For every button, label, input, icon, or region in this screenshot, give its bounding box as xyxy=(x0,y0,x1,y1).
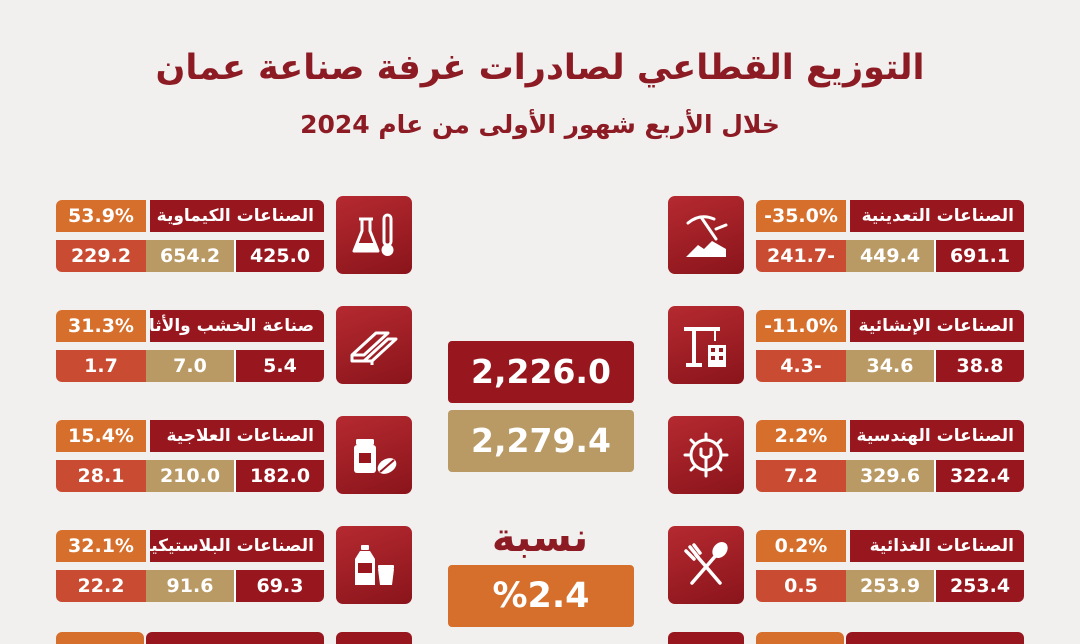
value-b: 210.0 xyxy=(146,460,234,492)
value-a: 38.8 xyxy=(934,350,1024,382)
wood-planks-icon xyxy=(336,306,412,384)
fork-spoon-icon xyxy=(668,526,744,604)
growth-value: -35.0% xyxy=(756,200,846,232)
difference-value: 28.1 xyxy=(56,460,146,492)
sector-card-food: 0.2% الصناعات الغذائية 0.5 253.9 253.4 xyxy=(668,526,1024,604)
top-strip xyxy=(0,0,1080,8)
sector-name: الصناعات الهندسية xyxy=(850,420,1024,452)
difference-value: 7.2 xyxy=(756,460,846,492)
value-b: 7.0 xyxy=(146,350,234,382)
value-b: 253.9 xyxy=(846,570,934,602)
difference-value: 0.5 xyxy=(756,570,846,602)
gear-wrench-icon xyxy=(668,416,744,494)
sector-name: الصناعات الإنشائية xyxy=(850,310,1024,342)
next-card-stub xyxy=(846,632,1024,644)
value-a: 322.4 xyxy=(934,460,1024,492)
value-a: 425.0 xyxy=(234,240,324,272)
sector-name: صناعة الخشب والأثاث xyxy=(150,310,324,342)
total-value-a: 2,226.0 xyxy=(448,341,634,403)
growth-value: 53.9% xyxy=(56,200,146,232)
sector-card-construction: -11.0% الصناعات الإنشائية 4.3- 34.6 38.8 xyxy=(668,306,1024,384)
construction-crane-icon xyxy=(668,306,744,384)
next-card-stub xyxy=(668,632,744,644)
value-b: 329.6 xyxy=(846,460,934,492)
difference-value: 229.2 xyxy=(56,240,146,272)
sector-card-engineering: 2.2% الصناعات الهندسية 7.2 329.6 322.4 xyxy=(668,416,1024,494)
value-b: 91.6 xyxy=(146,570,234,602)
growth-value: -11.0% xyxy=(756,310,846,342)
growth-value: 32.1% xyxy=(56,530,146,562)
total-value-b: 2,279.4 xyxy=(448,410,634,472)
value-a: 691.1 xyxy=(934,240,1024,272)
sector-name: الصناعات العلاجية xyxy=(150,420,324,452)
value-a: 253.4 xyxy=(934,570,1024,602)
growth-value: 0.2% xyxy=(756,530,846,562)
plastic-bottles-icon xyxy=(336,526,412,604)
next-card-stub xyxy=(56,632,144,644)
sector-card-wood: 31.3% صناعة الخشب والأثاث 1.7 7.0 5.4 xyxy=(56,306,412,384)
page-title: التوزيع القطاعي لصادرات غرفة صناعة عمان xyxy=(155,48,925,88)
value-a: 182.0 xyxy=(234,460,324,492)
growth-rate-value: %2.4 xyxy=(448,565,634,627)
next-card-stub xyxy=(756,632,844,644)
difference-value: 4.3- xyxy=(756,350,846,382)
value-a: 69.3 xyxy=(234,570,324,602)
value-b: 654.2 xyxy=(146,240,234,272)
sector-card-chemical: 53.9% الصناعات الكيماوية 229.2 654.2 425… xyxy=(56,196,412,274)
medicine-icon xyxy=(336,416,412,494)
sector-card-plastic: 32.1% الصناعات البلاستيكية 22.2 91.6 69.… xyxy=(56,526,412,604)
next-card-stub xyxy=(336,632,412,644)
sector-card-pharma: 15.4% الصناعات العلاجية 28.1 210.0 182.0 xyxy=(56,416,412,494)
growth-value: 31.3% xyxy=(56,310,146,342)
sector-name: الصناعات البلاستيكية xyxy=(150,530,324,562)
difference-value: 1.7 xyxy=(56,350,146,382)
growth-value: 15.4% xyxy=(56,420,146,452)
growth-value: 2.2% xyxy=(756,420,846,452)
value-b: 34.6 xyxy=(846,350,934,382)
sector-name: الصناعات الغذائية xyxy=(850,530,1024,562)
next-card-stub xyxy=(146,632,324,644)
sector-name: الصناعات التعدينية xyxy=(850,200,1024,232)
difference-value: 241.7- xyxy=(756,240,846,272)
value-b: 449.4 xyxy=(846,240,934,272)
sector-card-mining: -35.0% الصناعات التعدينية 241.7- 449.4 6… xyxy=(668,196,1024,274)
page-subtitle: خلال الأربع شهور الأولى من عام 2024 xyxy=(300,110,780,139)
difference-value: 22.2 xyxy=(56,570,146,602)
value-a: 5.4 xyxy=(234,350,324,382)
mining-icon xyxy=(668,196,744,274)
lab-flask-icon xyxy=(336,196,412,274)
sector-name: الصناعات الكيماوية xyxy=(150,200,324,232)
